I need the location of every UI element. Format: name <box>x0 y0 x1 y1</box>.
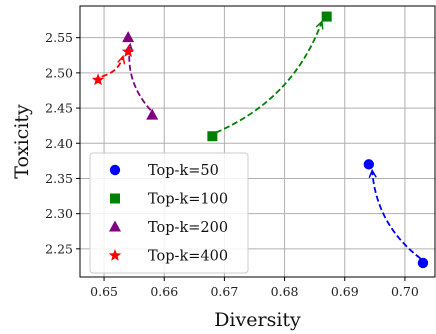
x-tick-label: 0.65 <box>90 284 118 299</box>
axis-ticks: 0.65 0.66 0.67 0.68 0.69 0.70 2.25 2.30 2.35 2.40… <box>45 30 419 299</box>
plot-frame <box>79 5 436 278</box>
legend-marker-top-k-100 <box>110 193 120 204</box>
point-top-k-200 <box>146 108 159 120</box>
x-axis-label: Diversity <box>214 309 301 331</box>
legend-label-top-k-50: Top-k=50 <box>148 163 219 179</box>
y-tick-label: 2.55 <box>45 30 73 45</box>
x-tick-label: 0.69 <box>331 284 359 299</box>
y-tick-label: 2.50 <box>45 65 73 80</box>
legend: Top-k=50 Top-k=100 Top-k=200 Top-k=400 <box>89 152 249 274</box>
arrow-top-k-100 <box>215 21 323 134</box>
x-tick-label: 0.67 <box>210 284 238 299</box>
legend-label-top-k-200: Top-k=200 <box>148 220 228 236</box>
point-top-k-400 <box>91 73 105 86</box>
grid <box>80 6 435 277</box>
y-axis-label: Toxicity <box>11 104 33 179</box>
legend-marker-top-k-400 <box>108 249 122 261</box>
point-top-k-50 <box>363 159 375 170</box>
point-top-k-400 <box>121 45 135 58</box>
arrow-top-k-400 <box>101 56 124 78</box>
y-tick-label: 2.35 <box>45 171 73 186</box>
arrowhead-top-k-50 <box>368 168 377 179</box>
y-tick-label: 2.30 <box>45 206 73 221</box>
data-markers <box>91 11 429 269</box>
point-top-k-100 <box>321 11 332 22</box>
y-tick-label: 2.45 <box>45 101 73 116</box>
x-tick-label: 0.68 <box>271 284 299 299</box>
arrowhead-top-k-400 <box>117 54 126 65</box>
y-tick-label: 2.25 <box>45 241 73 256</box>
legend-marker-top-k-50 <box>109 164 121 176</box>
x-tick-label: 0.66 <box>150 284 178 299</box>
point-top-k-100 <box>207 131 218 142</box>
legend-box <box>89 152 249 274</box>
legend-label-top-k-100: Top-k=100 <box>148 192 228 208</box>
legend-label-top-k-400: Top-k=400 <box>148 249 228 265</box>
legend-marker-top-k-200 <box>109 220 121 232</box>
arrow-top-k-200 <box>128 44 152 111</box>
y-tick-label: 2.40 <box>45 136 73 151</box>
arrowhead-top-k-100 <box>315 20 324 30</box>
x-tick-label: 0.70 <box>391 284 419 299</box>
arrow-top-k-50 <box>371 170 422 260</box>
point-top-k-50 <box>417 257 429 269</box>
point-top-k-200 <box>122 31 135 43</box>
